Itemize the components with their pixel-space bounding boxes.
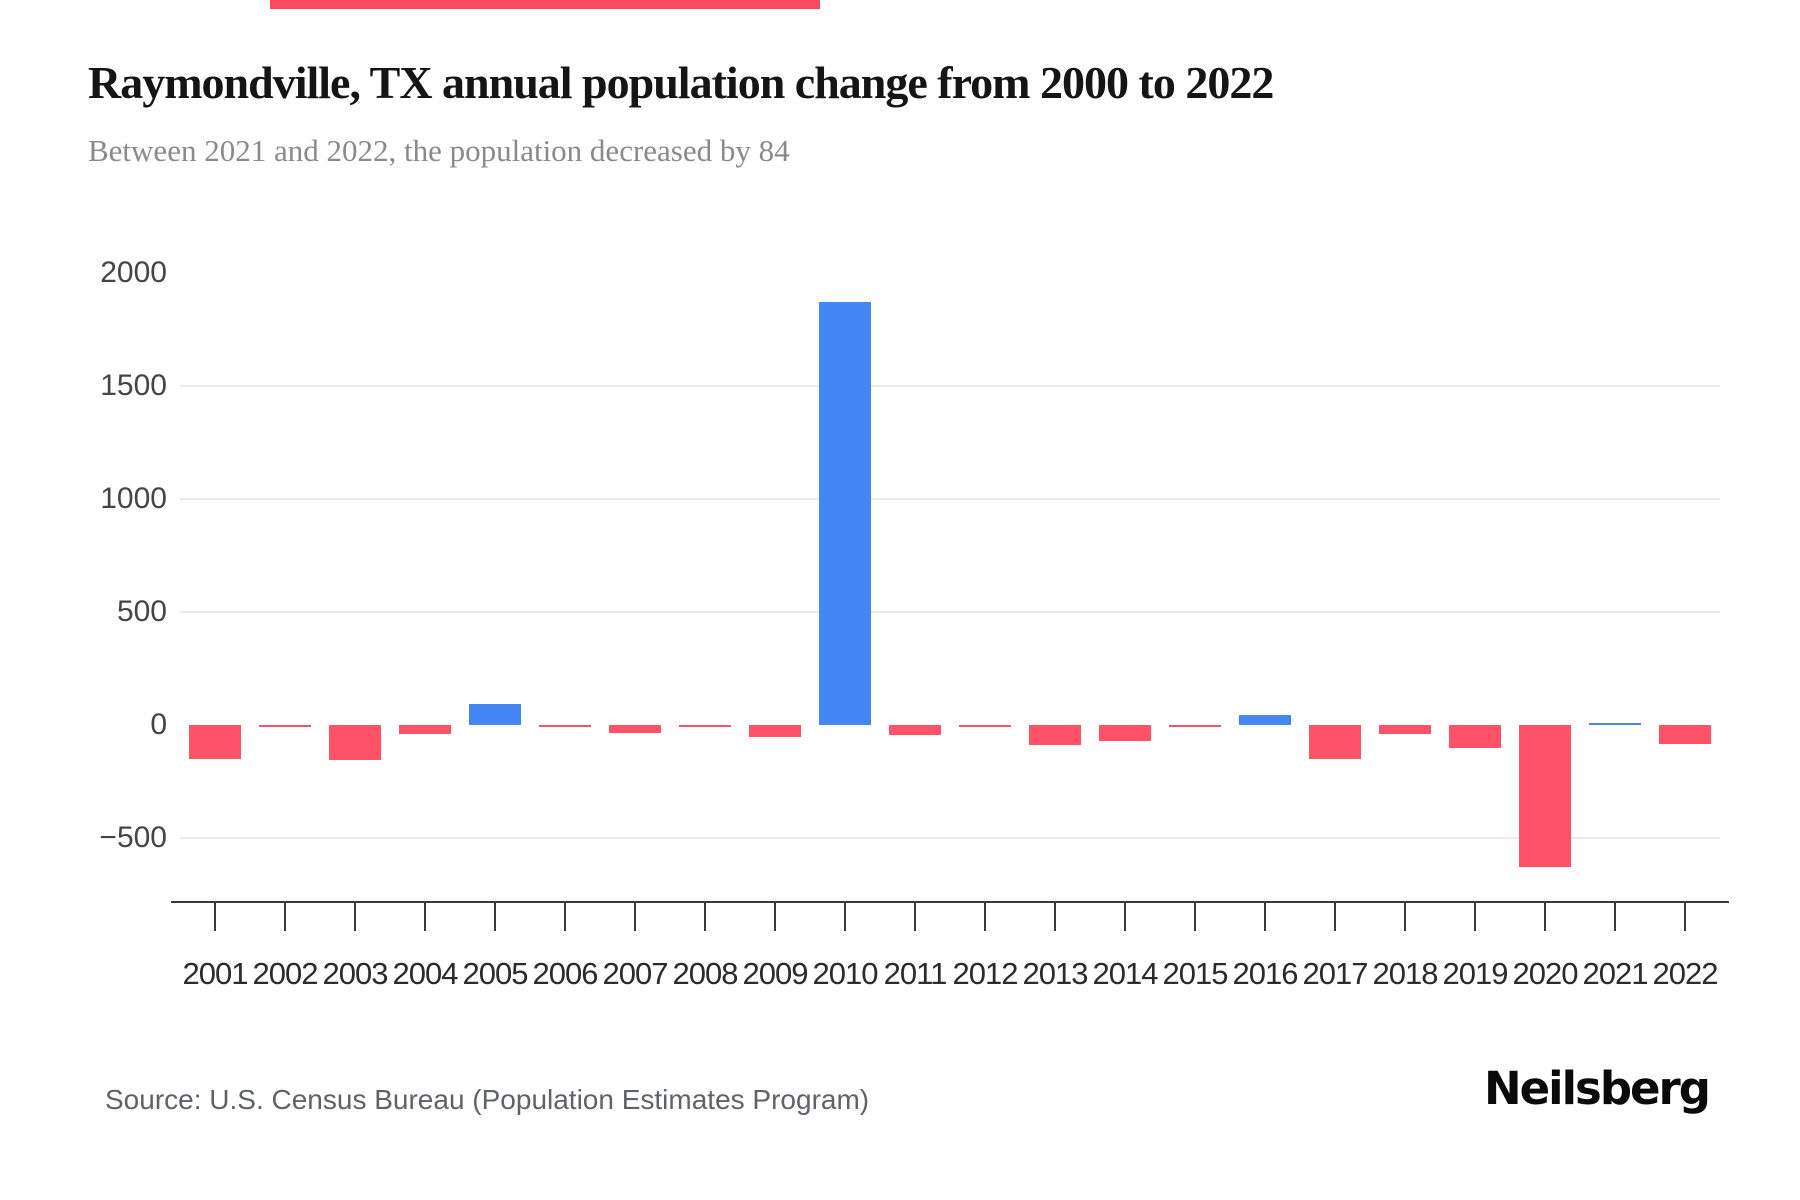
x-tick bbox=[424, 903, 426, 931]
chart-bar bbox=[1239, 714, 1291, 725]
x-tick-label: 2001 bbox=[182, 956, 249, 991]
x-tick-label: 2019 bbox=[1442, 956, 1509, 991]
x-tick bbox=[844, 903, 846, 931]
x-tick bbox=[564, 903, 566, 931]
x-tick-label: 2018 bbox=[1372, 956, 1439, 991]
chart-bar bbox=[1099, 725, 1151, 741]
chart-bar bbox=[889, 725, 941, 736]
x-tick bbox=[704, 903, 706, 931]
x-tick bbox=[634, 903, 636, 931]
brand-logo: Neilsberg bbox=[1484, 1062, 1711, 1115]
chart-bar bbox=[1449, 725, 1501, 748]
chart-bar bbox=[329, 725, 381, 761]
x-tick-label: 2016 bbox=[1232, 956, 1299, 991]
y-tick-label: 0 bbox=[150, 708, 167, 741]
x-tick-label: 2006 bbox=[532, 956, 599, 991]
x-tick-label: 2020 bbox=[1512, 956, 1579, 991]
x-tick bbox=[1614, 903, 1616, 931]
x-tick-label: 2002 bbox=[252, 956, 319, 991]
top-accent-bar bbox=[270, 0, 820, 9]
x-tick bbox=[1124, 903, 1126, 931]
x-tick bbox=[1054, 903, 1056, 931]
x-tick bbox=[984, 903, 986, 931]
x-tick-label: 2011 bbox=[883, 956, 948, 991]
chart-bar bbox=[469, 703, 521, 725]
x-tick-label: 2015 bbox=[1162, 956, 1229, 991]
chart-bar bbox=[819, 302, 871, 725]
x-tick-label: 2007 bbox=[602, 956, 669, 991]
gridline bbox=[180, 498, 1720, 500]
x-axis-line bbox=[171, 901, 1729, 903]
chart-bar bbox=[1589, 723, 1641, 726]
x-tick bbox=[1474, 903, 1476, 931]
x-tick bbox=[354, 903, 356, 931]
gridline bbox=[180, 385, 1720, 387]
gridline bbox=[180, 837, 1720, 839]
x-tick-label: 2010 bbox=[812, 956, 879, 991]
y-tick-label: 1500 bbox=[100, 369, 167, 402]
y-tick-label: −500 bbox=[99, 821, 167, 854]
x-tick-label: 2022 bbox=[1652, 956, 1719, 991]
x-tick bbox=[1544, 903, 1546, 931]
x-tick bbox=[284, 903, 286, 931]
x-tick bbox=[914, 903, 916, 931]
x-tick bbox=[1264, 903, 1266, 931]
chart-bar bbox=[959, 725, 1011, 727]
chart-bar bbox=[749, 725, 801, 738]
chart-subtitle: Between 2021 and 2022, the population de… bbox=[88, 133, 790, 168]
x-tick bbox=[214, 903, 216, 931]
x-tick-label: 2013 bbox=[1022, 956, 1089, 991]
chart-bar bbox=[1309, 725, 1361, 759]
chart-bar bbox=[609, 725, 661, 733]
x-tick bbox=[1194, 903, 1196, 931]
y-tick-label: 2000 bbox=[100, 256, 167, 289]
chart-bar bbox=[399, 725, 451, 735]
x-tick bbox=[1334, 903, 1336, 931]
chart-bar bbox=[679, 725, 731, 727]
chart-bar bbox=[1659, 725, 1711, 744]
y-tick-label: 500 bbox=[116, 595, 167, 628]
x-tick-label: 2012 bbox=[952, 956, 1019, 991]
x-tick-label: 2005 bbox=[462, 956, 529, 991]
x-tick-label: 2009 bbox=[742, 956, 809, 991]
chart-bar bbox=[259, 725, 311, 727]
x-tick-label: 2021 bbox=[1582, 956, 1649, 991]
x-tick bbox=[774, 903, 776, 931]
chart-bar bbox=[1029, 725, 1081, 746]
x-tick-label: 2003 bbox=[322, 956, 389, 991]
chart-bar bbox=[1169, 725, 1221, 727]
chart-title: Raymondville, TX annual population chang… bbox=[88, 57, 1274, 108]
source-note: Source: U.S. Census Bureau (Population E… bbox=[105, 1084, 870, 1115]
gridline bbox=[180, 611, 1720, 613]
x-tick bbox=[494, 903, 496, 931]
chart-bar bbox=[1519, 725, 1571, 868]
x-tick-label: 2014 bbox=[1092, 956, 1159, 991]
x-tick bbox=[1684, 903, 1686, 931]
chart-bar bbox=[539, 725, 591, 727]
chart-bar bbox=[1379, 725, 1431, 734]
x-tick-label: 2008 bbox=[672, 956, 739, 991]
x-tick-label: 2004 bbox=[392, 956, 459, 991]
x-tick-label: 2017 bbox=[1302, 956, 1369, 991]
x-tick bbox=[1404, 903, 1406, 931]
chart-bar bbox=[189, 725, 241, 759]
y-tick-label: 1000 bbox=[100, 482, 167, 515]
